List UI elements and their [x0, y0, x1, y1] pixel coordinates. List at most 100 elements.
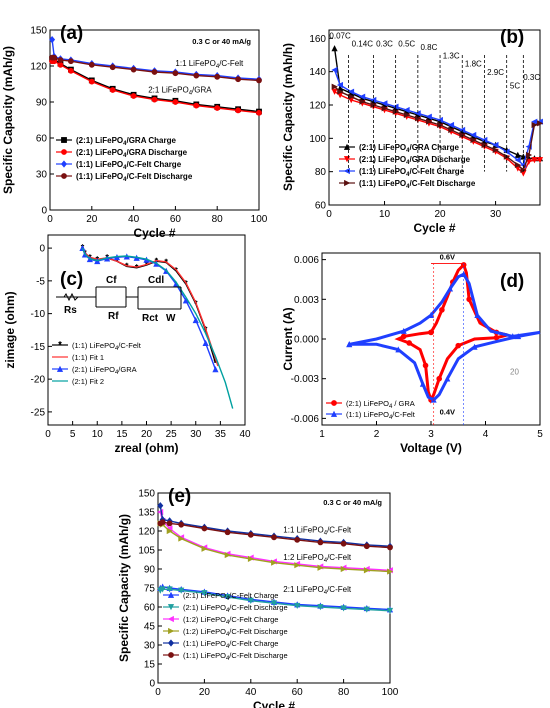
circuit-label: W [166, 313, 176, 324]
data-point: * [214, 358, 217, 367]
legend-item: (2:1) LiFePO4/GRA Discharge [56, 148, 188, 159]
legend-label: (2:1) LiFePO4/GRA Discharge [76, 148, 188, 159]
data-point [166, 586, 173, 593]
x-tick-label: 30 [490, 209, 502, 220]
data-point [447, 285, 454, 292]
legend-marker [330, 410, 338, 417]
data-point [363, 567, 371, 574]
data-point [363, 606, 370, 613]
series-line [333, 48, 540, 160]
x-tick-label: 1 [319, 429, 325, 440]
circuit-label: Cdl [148, 275, 164, 286]
legend: (2:1) LiFePO4/C-Felt Charge(2:1) LiFePO4… [163, 591, 288, 662]
y-tick-label: -5 [36, 276, 45, 287]
data-point [514, 151, 521, 158]
x-axis-label: Cycle # [133, 226, 175, 240]
rate-label: 0.8C [420, 43, 437, 52]
series-line [159, 505, 391, 547]
x-tick-label: 5 [70, 429, 76, 440]
data-point [202, 339, 209, 347]
legend: (2:1) LiFePO4/GRA Charge(2:1) LiFePO4/GR… [339, 143, 476, 190]
data-point [331, 83, 338, 90]
data-point [403, 111, 411, 119]
data-point [400, 333, 407, 340]
x-tick-label: 2 [374, 429, 380, 440]
legend-label: (1:2) LiFePO4/C-Felt Discharge [183, 627, 288, 638]
x-axis-label: Cycle # [413, 221, 455, 235]
legend-marker [168, 639, 174, 647]
data-point [439, 307, 445, 313]
data-point [57, 57, 64, 63]
y-axis-label: Specific Capacity (mAh/g) [117, 514, 131, 662]
x-tick-label: 3 [428, 429, 434, 440]
data-point [193, 102, 200, 109]
legend-marker [168, 627, 175, 635]
x-tick-label: 40 [239, 429, 251, 440]
y-tick-label: 150 [138, 489, 155, 500]
y-tick-label: 80 [315, 167, 327, 178]
y-axis-label: Current (A) [281, 307, 295, 370]
data-point [387, 544, 393, 551]
data-point [347, 88, 355, 95]
data-point [88, 61, 95, 68]
data-point [109, 64, 116, 71]
legend-label: (1:1) LiFePO4/C-Felt Charge [183, 639, 278, 650]
legend-item: (1:1) Fit 1 [52, 353, 104, 362]
series-line [159, 522, 391, 573]
series-3 [331, 66, 543, 169]
legend-item: (1:2) LiFePO4/C-Felt Charge [163, 615, 278, 626]
y-tick-label: 0.003 [294, 295, 319, 306]
x-tick-label: 20 [199, 687, 211, 698]
series-1 [394, 262, 508, 404]
panel-label: (c) [60, 269, 83, 290]
data-point [192, 316, 199, 324]
series-annotation: 2:1 LiFePO4/GRA [148, 85, 212, 96]
data-point [178, 535, 185, 542]
data-point [317, 539, 324, 546]
y-tick-label: 120 [30, 62, 47, 73]
panel-label: (b) [500, 27, 524, 48]
rate-label: 0.14C [352, 40, 374, 49]
data-point [201, 545, 208, 552]
data-point [68, 58, 74, 65]
data-point [340, 605, 347, 612]
data-point [447, 121, 455, 129]
data-point [470, 131, 477, 139]
data-point [340, 540, 347, 547]
series-6 [157, 519, 393, 551]
rate-label: 0.07C [329, 31, 351, 40]
y-tick-label: 60 [315, 201, 327, 212]
legend-marker [56, 365, 64, 372]
x-tick-label: 25 [166, 429, 178, 440]
legend-marker [61, 137, 67, 143]
legend-item: (1:2) LiFePO4/C-Felt Discharge [163, 627, 288, 638]
legend-label: (1:1) LiFePO4/C-Felt [346, 410, 416, 421]
legend-label: (1:1) LiFePO4/C-Felt Charge [359, 167, 465, 178]
y-tick-label: 140 [309, 67, 326, 78]
chart-panel-2: 0 10 20 30 60 80 100 120 140 160 Cycle # Specific C… [281, 27, 544, 235]
data-point [130, 66, 137, 73]
data-point [178, 521, 185, 528]
data-point [51, 54, 58, 61]
x-axis-label: Cycle # [253, 699, 295, 708]
plot-frame [328, 29, 541, 206]
legend-item: (2:1) LiFePO4/GRA Discharge [339, 155, 471, 166]
y-tick-label: 90 [144, 565, 156, 576]
x-axis-label: Voltage (V) [400, 441, 462, 455]
data-point [214, 73, 221, 80]
legend-marker: * [58, 341, 61, 350]
data-point [448, 126, 455, 134]
legend-label: (1:1) LiFePO4/C-Felt Charge [76, 160, 182, 171]
chart-panel-1: 0 20 40 60 80 100 0 30 60 90 120 150 Cycle # Specific… [1, 23, 268, 240]
data-point [166, 527, 173, 535]
data-point [346, 341, 353, 348]
y-tick-label: 30 [36, 170, 48, 181]
chart-panel-4: 1 2 3 4 5 -0.006 -0.003 0.000 0.003 0.006 Voltage … [281, 252, 543, 455]
data-point [49, 36, 56, 44]
y-axis-label: Specific Capacity (mAh/h) [281, 43, 295, 191]
data-point [270, 600, 278, 607]
data-point [247, 555, 255, 562]
data-point [247, 531, 254, 538]
panel-label: (a) [60, 23, 83, 44]
